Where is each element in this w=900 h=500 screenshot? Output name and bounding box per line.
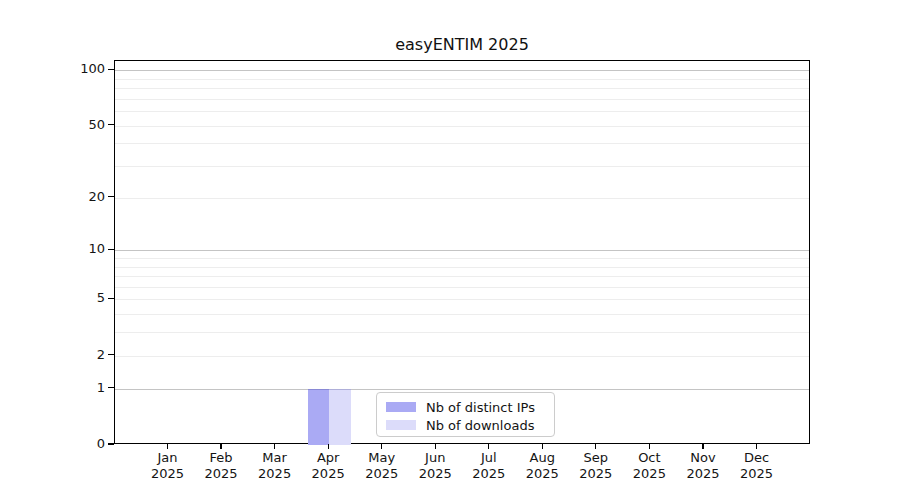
legend-label-downloads: Nb of downloads — [426, 418, 534, 433]
y-tick-20 — [108, 196, 114, 197]
y-tick-100 — [108, 69, 114, 70]
gridline-2 — [115, 356, 809, 357]
y-tick-label-1: 1 — [55, 380, 105, 396]
x-tick-month: Oct — [622, 450, 676, 466]
legend-swatch-downloads — [386, 420, 416, 430]
gridline-6 — [115, 287, 809, 288]
x-tick-year: 2025 — [676, 466, 730, 482]
y-tick-2 — [108, 354, 114, 355]
legend-label-distinct-ips: Nb of distinct IPs — [426, 400, 535, 415]
x-tick-year: 2025 — [729, 466, 783, 482]
bar-s1-apr — [329, 389, 351, 445]
y-tick-label-10: 10 — [55, 241, 105, 257]
x-tick-year: 2025 — [622, 466, 676, 482]
bar-s0-apr — [308, 389, 330, 445]
gridline-10 — [115, 250, 809, 251]
x-tick-year: 2025 — [301, 466, 355, 482]
legend-item-distinct-ips: Nb of distinct IPs — [386, 399, 546, 415]
x-tick-year: 2025 — [408, 466, 462, 482]
x-tick-label-may: May2025 — [355, 450, 409, 482]
x-tick-mar — [274, 444, 275, 449]
gridline-30 — [115, 166, 809, 167]
x-tick-month: Aug — [515, 450, 569, 466]
chart-figure: easyENTIM 2025 0125102050100 Jan2025Feb2… — [0, 0, 900, 500]
x-tick-may — [381, 444, 382, 449]
x-tick-label-jan: Jan2025 — [141, 450, 195, 482]
x-tick-year: 2025 — [248, 466, 302, 482]
plot-area — [114, 60, 810, 444]
y-tick-label-20: 20 — [55, 189, 105, 205]
x-tick-label-oct: Oct2025 — [622, 450, 676, 482]
x-tick-month: Jan — [141, 450, 195, 466]
y-tick-label-50: 50 — [55, 117, 105, 133]
x-tick-label-apr: Apr2025 — [301, 450, 355, 482]
gridline-3 — [115, 332, 809, 333]
x-tick-feb — [220, 444, 221, 449]
gridline-1 — [115, 389, 809, 390]
x-tick-label-dec: Dec2025 — [729, 450, 783, 482]
x-tick-month: Feb — [194, 450, 248, 466]
x-tick-apr — [328, 444, 329, 449]
legend: Nb of distinct IPs Nb of downloads — [376, 392, 555, 437]
x-tick-label-jun: Jun2025 — [408, 450, 462, 482]
gridline-90 — [115, 79, 809, 80]
x-tick-jan — [167, 444, 168, 449]
x-tick-nov — [702, 444, 703, 449]
gridline-7 — [115, 276, 809, 277]
x-tick-label-nov: Nov2025 — [676, 450, 730, 482]
y-tick-5 — [108, 298, 114, 299]
x-tick-year: 2025 — [194, 466, 248, 482]
chart-title: easyENTIM 2025 — [114, 35, 810, 54]
x-tick-year: 2025 — [462, 466, 516, 482]
gridline-60 — [115, 111, 809, 112]
x-tick-label-mar: Mar2025 — [248, 450, 302, 482]
gridline-100 — [115, 70, 809, 71]
x-tick-month: Jul — [462, 450, 516, 466]
gridline-40 — [115, 143, 809, 144]
y-tick-50 — [108, 124, 114, 125]
x-tick-label-aug: Aug2025 — [515, 450, 569, 482]
y-tick-10 — [108, 249, 114, 250]
legend-item-downloads: Nb of downloads — [386, 417, 546, 433]
gridline-5 — [115, 299, 809, 300]
x-tick-jul — [488, 444, 489, 449]
x-tick-label-feb: Feb2025 — [194, 450, 248, 482]
x-tick-month: May — [355, 450, 409, 466]
x-tick-month: Nov — [676, 450, 730, 466]
x-tick-year: 2025 — [355, 466, 409, 482]
y-tick-label-100: 100 — [55, 61, 105, 77]
x-tick-sep — [595, 444, 596, 449]
gridline-20 — [115, 198, 809, 199]
gridline-50 — [115, 126, 809, 127]
x-tick-month: Mar — [248, 450, 302, 466]
gridline-4 — [115, 314, 809, 315]
x-tick-oct — [649, 444, 650, 449]
gridline-8 — [115, 267, 809, 268]
x-tick-jun — [435, 444, 436, 449]
legend-swatch-distinct-ips — [386, 402, 416, 412]
gridline-70 — [115, 99, 809, 100]
x-tick-month: Jun — [408, 450, 462, 466]
x-tick-month: Dec — [729, 450, 783, 466]
y-tick-label-0: 0 — [55, 436, 105, 452]
x-tick-month: Apr — [301, 450, 355, 466]
y-tick-1 — [108, 387, 114, 388]
x-tick-year: 2025 — [141, 466, 195, 482]
gridline-80 — [115, 88, 809, 89]
x-tick-label-jul: Jul2025 — [462, 450, 516, 482]
y-tick-label-5: 5 — [55, 290, 105, 306]
x-tick-dec — [756, 444, 757, 449]
x-tick-year: 2025 — [515, 466, 569, 482]
x-tick-label-sep: Sep2025 — [569, 450, 623, 482]
y-tick-0 — [108, 443, 114, 444]
x-tick-month: Sep — [569, 450, 623, 466]
x-tick-aug — [542, 444, 543, 449]
x-tick-year: 2025 — [569, 466, 623, 482]
y-tick-label-2: 2 — [55, 347, 105, 363]
gridline-9 — [115, 258, 809, 259]
